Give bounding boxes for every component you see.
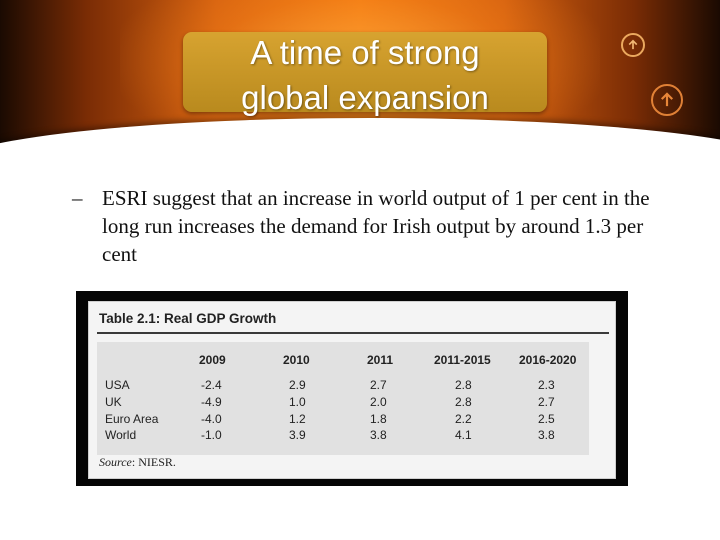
row-label: USA xyxy=(105,378,130,392)
slide-title-line-2: global expansion xyxy=(241,79,489,116)
table-cell: 3.8 xyxy=(538,428,555,442)
up-arrow-circle-icon xyxy=(651,84,683,116)
table-cell: 3.8 xyxy=(370,428,387,442)
table-cell: 2.7 xyxy=(538,395,555,409)
table-title-rule xyxy=(97,332,609,334)
table-cell: -4.0 xyxy=(201,412,222,426)
table-cell: 1.2 xyxy=(289,412,306,426)
bullet-text: ESRI suggest that an increase in world o… xyxy=(102,186,650,266)
table-cell: 2.5 xyxy=(538,412,555,426)
column-header: 2009 xyxy=(199,353,226,367)
gdp-table: Table 2.1: Real GDP Growth 2009 2010 201… xyxy=(88,301,616,479)
table-cell: 2.0 xyxy=(370,395,387,409)
column-header: 2011-2015 xyxy=(434,353,491,367)
row-label: Euro Area xyxy=(105,412,159,426)
table-title: Table 2.1: Real GDP Growth xyxy=(99,311,277,326)
table-cell: 2.3 xyxy=(538,378,555,392)
table-cell: 1.0 xyxy=(289,395,306,409)
table-cell: -2.4 xyxy=(201,378,222,392)
table-grid: 2009 2010 2011 2011-2015 2016-2020 USA -… xyxy=(97,342,589,455)
source-value: : NIESR. xyxy=(131,455,176,469)
banner-curve xyxy=(0,118,720,165)
column-header: 2016-2020 xyxy=(519,353,577,367)
up-arrow-circle-icon xyxy=(621,33,645,57)
title-box xyxy=(183,32,547,112)
table-cell: 2.8 xyxy=(455,395,472,409)
slide-title: A time of strong global expansion xyxy=(183,30,547,120)
table-cell: 3.9 xyxy=(289,428,306,442)
table-cell: -4.9 xyxy=(201,395,222,409)
row-label: World xyxy=(105,428,137,442)
bullet-dash: – xyxy=(72,186,83,210)
table-cell: -1.0 xyxy=(201,428,222,442)
column-header: 2011 xyxy=(367,353,394,367)
bullet-point: – ESRI suggest that an increase in world… xyxy=(72,184,682,268)
table-cell: 4.1 xyxy=(455,428,472,442)
slide-title-line-1: A time of strong xyxy=(250,34,480,71)
table-cell: 2.9 xyxy=(289,378,306,392)
source-label: Source xyxy=(99,455,132,469)
table-cell: 1.8 xyxy=(370,412,387,426)
table-image-frame: Table 2.1: Real GDP Growth 2009 2010 201… xyxy=(76,291,628,486)
row-label: UK xyxy=(105,395,122,409)
table-cell: 2.2 xyxy=(455,412,472,426)
table-cell: 2.7 xyxy=(370,378,387,392)
table-source: Source: NIESR. xyxy=(99,455,176,470)
table-cell: 2.8 xyxy=(455,378,472,392)
column-header: 2010 xyxy=(283,353,310,367)
